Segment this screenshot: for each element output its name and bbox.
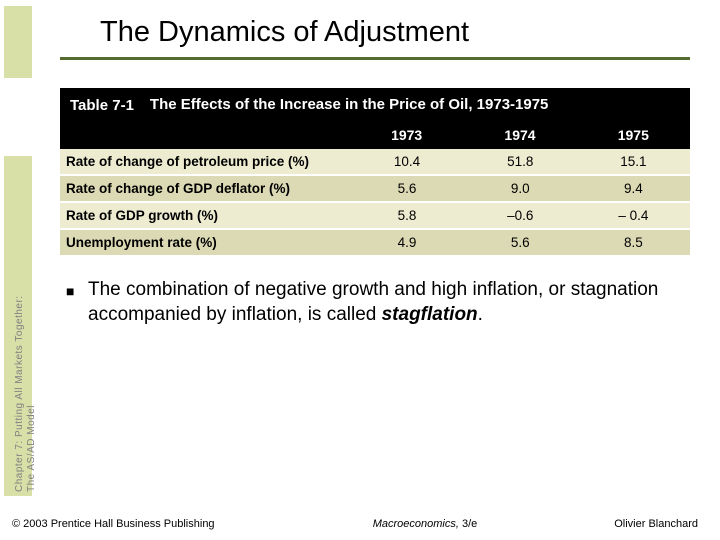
cell: 4.9 <box>350 229 463 256</box>
footer-book: Macroeconomics, 3/e <box>292 518 558 530</box>
bullet-text-pre: The combination of negative growth and h… <box>88 279 658 326</box>
year-col-1: 1974 <box>463 127 576 143</box>
title-underline <box>60 57 690 60</box>
cell: 5.8 <box>350 202 463 229</box>
row-label: Unemployment rate (%) <box>60 229 350 256</box>
row-label: Rate of GDP growth (%) <box>60 202 350 229</box>
table-row: Unemployment rate (%) 4.9 5.6 8.5 <box>60 229 690 256</box>
bullet-emph: stagflation <box>382 304 478 325</box>
cell: 9.0 <box>464 175 577 202</box>
sidebar-chapter-line1: Chapter 7: Putting All Markets Together: <box>14 295 25 492</box>
year-col-2: 1975 <box>577 127 690 143</box>
cell: 9.4 <box>577 175 690 202</box>
table-row: Rate of change of GDP deflator (%) 5.6 9… <box>60 175 690 202</box>
footer-book-title: Macroeconomics, <box>373 518 462 530</box>
table-year-spacer <box>60 127 350 143</box>
footer: © 2003 Prentice Hall Business Publishing… <box>0 518 720 530</box>
cell: 51.8 <box>464 149 577 175</box>
table-header-bar: Table 7-1 The Effects of the Increase in… <box>60 88 690 123</box>
table-title: The Effects of the Increase in the Price… <box>150 96 548 115</box>
cell: 5.6 <box>464 229 577 256</box>
data-table: Table 7-1 The Effects of the Increase in… <box>60 88 690 257</box>
slide-content: The Dynamics of Adjustment Table 7-1 The… <box>48 0 708 540</box>
cell: 8.5 <box>577 229 690 256</box>
cell: –0.6 <box>464 202 577 229</box>
sidebar-accent-top <box>4 6 32 78</box>
table-body: Rate of change of petroleum price (%) 10… <box>60 149 690 257</box>
table-row: Rate of change of petroleum price (%) 10… <box>60 149 690 175</box>
sidebar-chapter-line2: The AS/AD Model <box>26 405 37 492</box>
cell: 10.4 <box>350 149 463 175</box>
footer-edition: 3/e <box>462 518 477 530</box>
bullet-text: The combination of negative growth and h… <box>88 277 684 328</box>
bullet-icon: ■ <box>66 277 88 328</box>
row-label: Rate of change of GDP deflator (%) <box>60 175 350 202</box>
footer-author: Olivier Blanchard <box>558 518 698 530</box>
bullet-item: ■ The combination of negative growth and… <box>66 277 684 328</box>
table-row: Rate of GDP growth (%) 5.8 –0.6 – 0.4 <box>60 202 690 229</box>
page-title: The Dynamics of Adjustment <box>48 0 708 57</box>
footer-copyright: © 2003 Prentice Hall Business Publishing <box>12 518 292 530</box>
bullet-text-post: . <box>478 304 483 325</box>
cell: – 0.4 <box>577 202 690 229</box>
year-col-0: 1973 <box>350 127 463 143</box>
table-year-row: 1973 1974 1975 <box>60 123 690 149</box>
row-label: Rate of change of petroleum price (%) <box>60 149 350 175</box>
sidebar: Chapter 7: Putting All Markets Together:… <box>0 0 38 540</box>
cell: 5.6 <box>350 175 463 202</box>
table-number: Table 7-1 <box>70 97 150 114</box>
cell: 15.1 <box>577 149 690 175</box>
